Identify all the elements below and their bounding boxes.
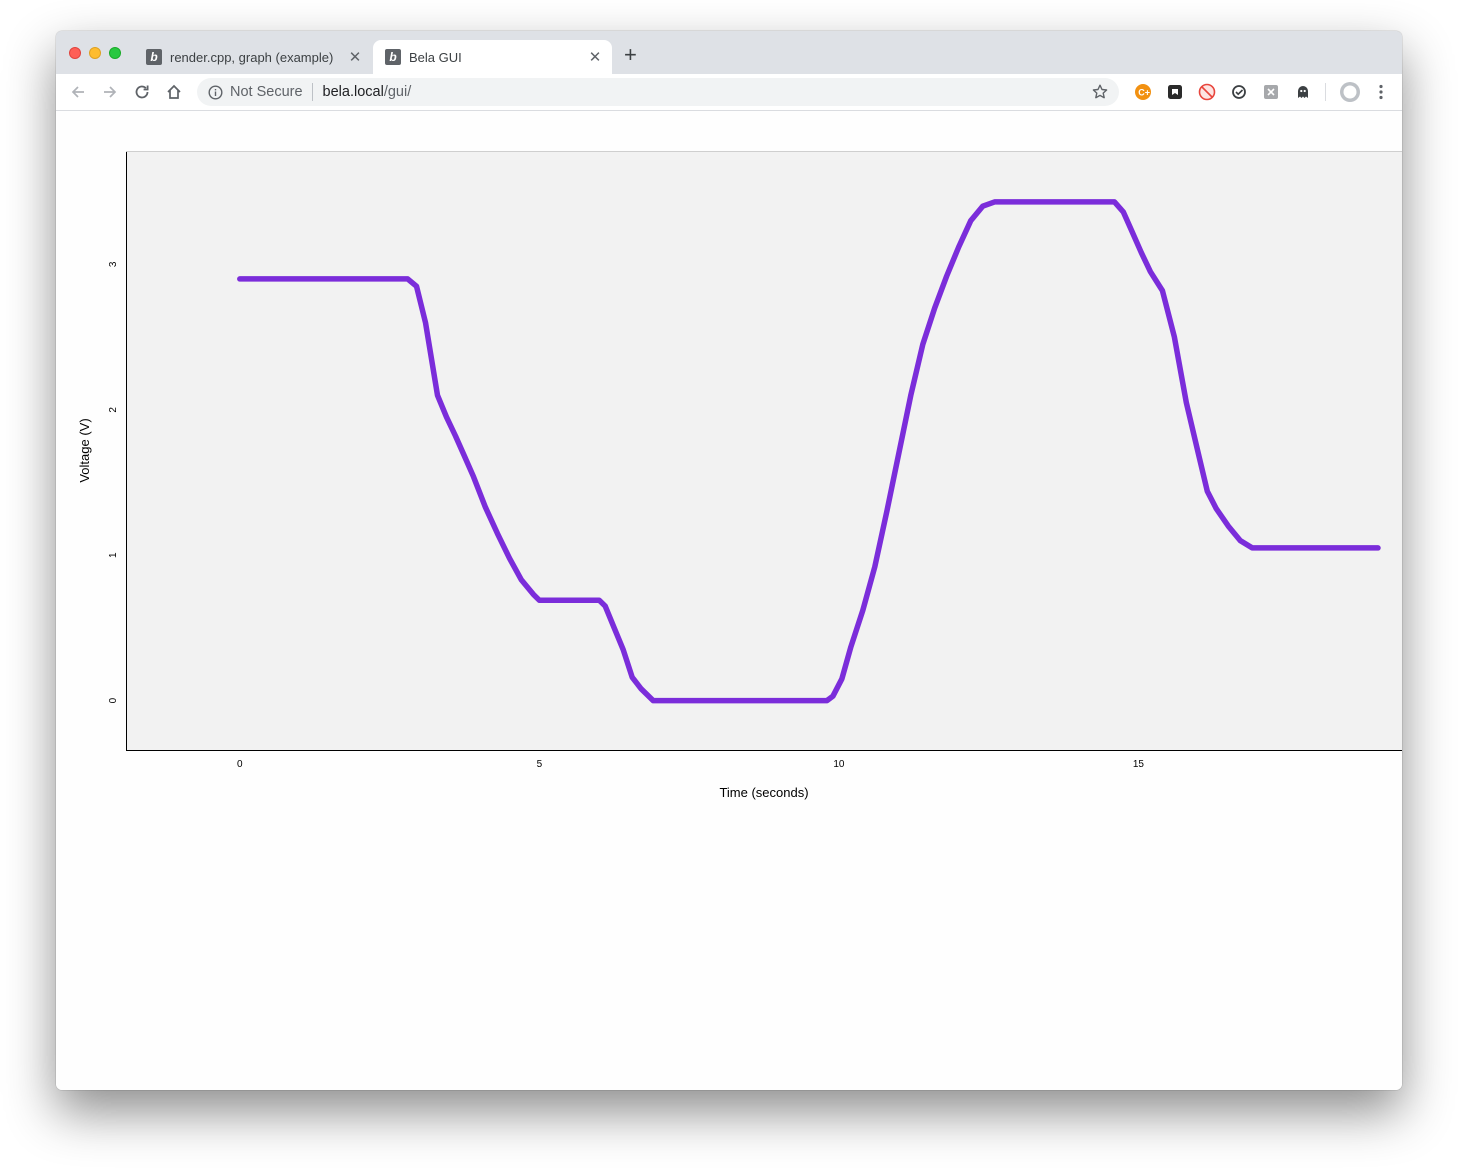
forward-icon[interactable] bbox=[100, 82, 120, 102]
tab-title: Bela GUI bbox=[409, 49, 462, 65]
x-tick-label: 10 bbox=[833, 759, 845, 770]
coffeescript-extension-icon[interactable]: C+ bbox=[1134, 83, 1152, 101]
menu-kebab-icon[interactable] bbox=[1372, 83, 1390, 101]
window-minimize-button[interactable] bbox=[89, 47, 101, 59]
tab-strip: b render.cpp, graph (example) ✕ b Bela G… bbox=[56, 31, 1402, 74]
y-tick-label: 0 bbox=[108, 697, 119, 703]
x-tick-label: 15 bbox=[1133, 759, 1145, 770]
address-bar[interactable]: Not Secure bela.local/gui/ bbox=[197, 78, 1119, 106]
voltage-chart: 0 5 10 15 0 1 2 3 Time (seconds) Voltage (V) bbox=[77, 151, 1402, 800]
y-tick-label: 1 bbox=[108, 552, 119, 558]
sync-extension-icon[interactable] bbox=[1230, 83, 1248, 101]
reload-icon[interactable] bbox=[132, 82, 152, 102]
security-label: Not Secure bbox=[230, 84, 303, 100]
tab-title: render.cpp, graph (example) bbox=[170, 49, 334, 65]
adblock-extension-icon[interactable] bbox=[1198, 83, 1216, 101]
x-tick-label: 0 bbox=[237, 759, 243, 770]
y-axis-label: Voltage (V) bbox=[77, 418, 92, 482]
window-maximize-button[interactable] bbox=[109, 47, 121, 59]
bela-logo-icon: b bbox=[146, 49, 162, 65]
y-tick-label: 3 bbox=[108, 261, 119, 267]
new-tab-button[interactable]: + bbox=[624, 42, 637, 67]
close-x-extension-icon[interactable] bbox=[1262, 83, 1280, 101]
toolbar-divider bbox=[1325, 83, 1326, 101]
tab-bela-gui[interactable]: b Bela GUI ✕ bbox=[373, 40, 612, 74]
home-icon[interactable] bbox=[164, 82, 184, 102]
profile-avatar-icon[interactable] bbox=[1339, 81, 1361, 103]
close-tab-icon[interactable]: ✕ bbox=[348, 49, 362, 66]
browser-window: b render.cpp, graph (example) ✕ b Bela G… bbox=[56, 31, 1402, 1090]
url-path: /gui/ bbox=[383, 84, 412, 100]
back-icon[interactable] bbox=[68, 82, 88, 102]
svg-text:C+: C+ bbox=[1138, 88, 1150, 98]
page-content: 0 5 10 15 0 1 2 3 Time (seconds) Voltage (V) bbox=[56, 111, 1402, 1090]
url-host: bela.local bbox=[322, 84, 384, 100]
browser-toolbar: Not Secure bela.local/gui/ C+ bbox=[56, 74, 1402, 111]
info-icon[interactable] bbox=[207, 84, 223, 100]
bookmark-star-icon[interactable] bbox=[1091, 83, 1109, 101]
tab-render-cpp[interactable]: b render.cpp, graph (example) ✕ bbox=[134, 40, 372, 74]
address-divider bbox=[311, 83, 313, 101]
y-tick-label: 2 bbox=[108, 407, 119, 413]
bela-logo-icon: b bbox=[385, 49, 401, 65]
x-axis-label: Time (seconds) bbox=[719, 785, 808, 800]
plot-area bbox=[126, 151, 1402, 750]
voltage-series-line bbox=[237, 199, 1381, 704]
x-tick-label: 5 bbox=[537, 759, 543, 770]
pocket-extension-icon[interactable] bbox=[1166, 83, 1184, 101]
window-close-button[interactable] bbox=[69, 47, 81, 59]
close-tab-icon[interactable]: ✕ bbox=[588, 49, 602, 66]
ghost-extension-icon[interactable] bbox=[1294, 83, 1312, 101]
